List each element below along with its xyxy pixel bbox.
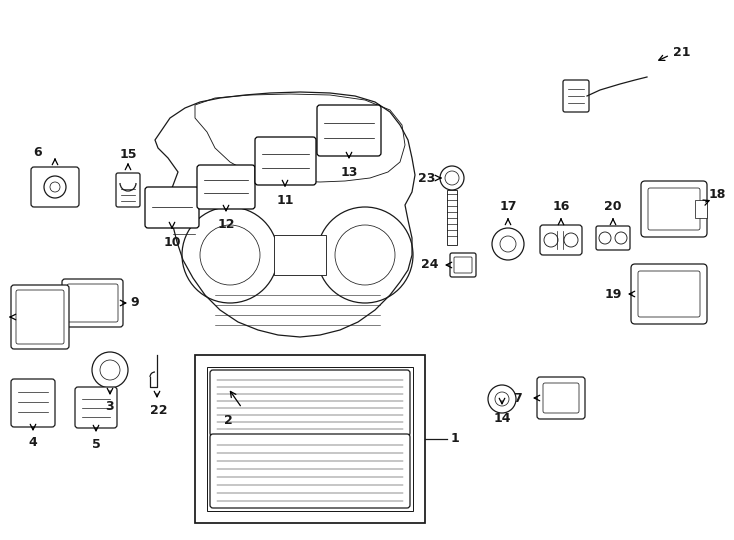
FancyBboxPatch shape (207, 367, 413, 511)
Text: 18: 18 (708, 188, 726, 201)
FancyBboxPatch shape (543, 383, 579, 413)
FancyBboxPatch shape (145, 187, 199, 228)
Text: 9: 9 (131, 296, 139, 309)
Text: 2: 2 (224, 414, 233, 427)
FancyBboxPatch shape (695, 200, 707, 218)
FancyBboxPatch shape (274, 235, 326, 275)
Text: 23: 23 (418, 172, 436, 185)
FancyBboxPatch shape (540, 225, 582, 255)
Text: 14: 14 (493, 411, 511, 424)
FancyBboxPatch shape (11, 379, 55, 427)
FancyBboxPatch shape (195, 355, 425, 523)
FancyBboxPatch shape (317, 105, 381, 156)
FancyBboxPatch shape (67, 284, 118, 322)
FancyBboxPatch shape (454, 257, 472, 273)
Text: 17: 17 (499, 200, 517, 213)
FancyBboxPatch shape (596, 226, 630, 250)
Text: 21: 21 (673, 45, 691, 58)
Text: 12: 12 (217, 219, 235, 232)
FancyBboxPatch shape (255, 137, 316, 185)
FancyBboxPatch shape (563, 80, 589, 112)
Text: 7: 7 (514, 392, 523, 404)
FancyBboxPatch shape (450, 253, 476, 277)
Text: 24: 24 (421, 259, 439, 272)
FancyBboxPatch shape (11, 285, 69, 349)
Text: 10: 10 (163, 235, 181, 248)
FancyBboxPatch shape (641, 181, 707, 237)
FancyBboxPatch shape (62, 279, 123, 327)
FancyBboxPatch shape (16, 290, 64, 344)
Text: 20: 20 (604, 200, 622, 213)
Text: 13: 13 (341, 165, 357, 179)
Text: 4: 4 (29, 435, 37, 449)
FancyBboxPatch shape (197, 165, 255, 209)
Text: 22: 22 (150, 403, 168, 416)
Text: 3: 3 (106, 401, 115, 414)
Text: 6: 6 (34, 146, 43, 159)
FancyBboxPatch shape (210, 434, 410, 508)
FancyBboxPatch shape (447, 190, 457, 245)
FancyBboxPatch shape (631, 264, 707, 324)
FancyBboxPatch shape (638, 271, 700, 317)
Text: 11: 11 (276, 193, 294, 206)
FancyBboxPatch shape (537, 377, 585, 419)
FancyBboxPatch shape (31, 167, 79, 207)
FancyBboxPatch shape (648, 188, 700, 230)
Text: 16: 16 (552, 200, 570, 213)
FancyBboxPatch shape (75, 387, 117, 428)
Text: 1: 1 (451, 433, 459, 446)
Text: 15: 15 (119, 147, 137, 160)
Text: 5: 5 (92, 437, 101, 450)
FancyBboxPatch shape (116, 173, 140, 207)
Text: 19: 19 (604, 287, 622, 300)
FancyBboxPatch shape (210, 370, 410, 436)
